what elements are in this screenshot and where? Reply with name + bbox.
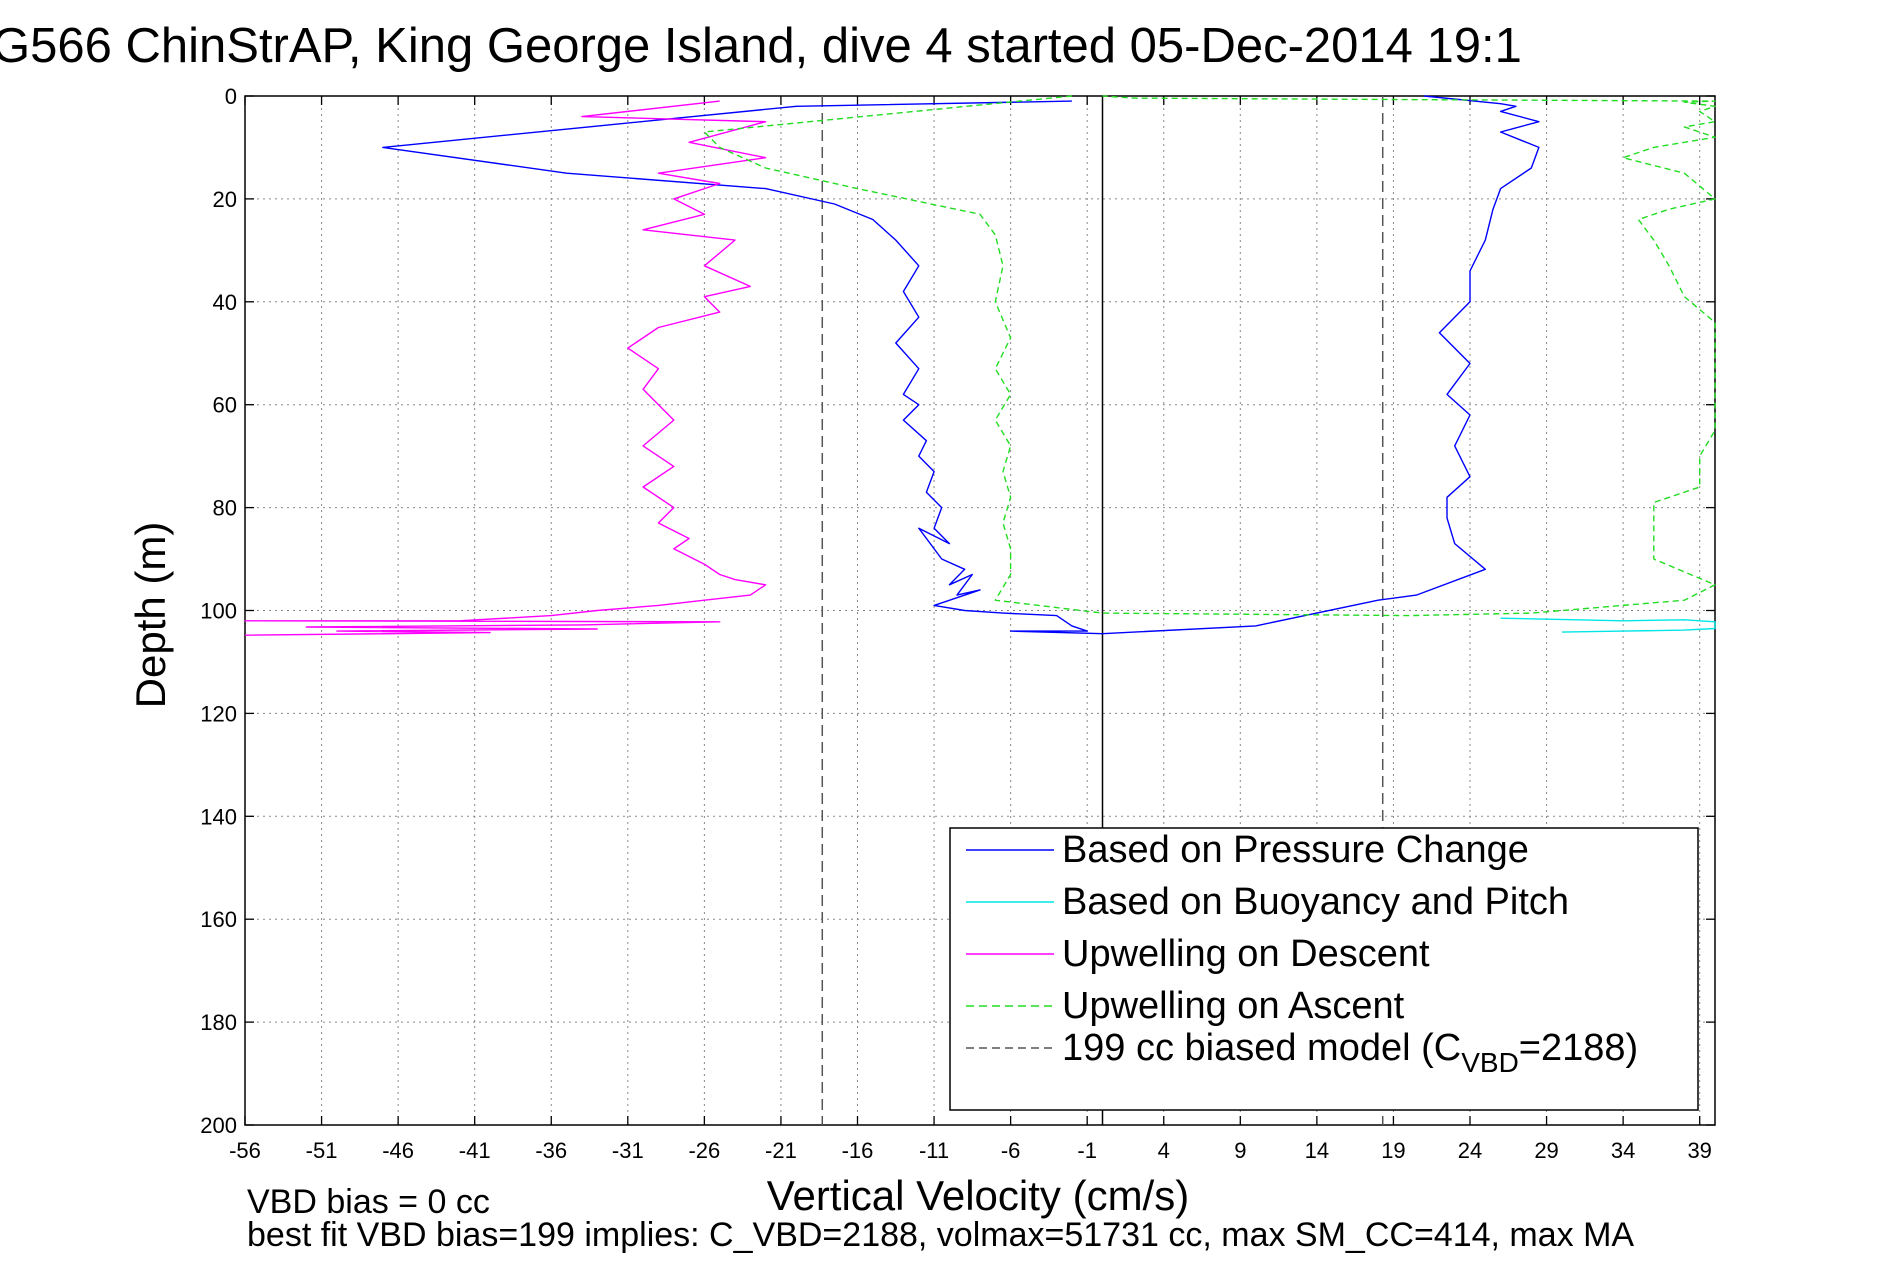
x-tick-label: 4 <box>1158 1138 1170 1163</box>
y-tick-label: 200 <box>200 1113 237 1138</box>
fit-annotation: best fit VBD bias=199 implies: C_VBD=218… <box>247 1216 1634 1254</box>
legend-label: Based on Pressure Change <box>1062 829 1529 871</box>
x-tick-label: 14 <box>1305 1138 1329 1163</box>
x-tick-label: -36 <box>535 1138 567 1163</box>
x-axis-label: Vertical Velocity (cm/s) <box>767 1172 1189 1219</box>
legend-label: Based on Buoyancy and Pitch <box>1062 881 1569 923</box>
x-tick-label: -26 <box>688 1138 720 1163</box>
y-tick-label: 100 <box>200 599 237 624</box>
legend-label: Upwelling on Ascent <box>1062 985 1405 1027</box>
y-tick-label: 0 <box>225 84 237 109</box>
x-tick-label: -41 <box>459 1138 491 1163</box>
y-tick-label: 160 <box>200 907 237 932</box>
x-tick-label: 29 <box>1534 1138 1558 1163</box>
x-tick-label: -11 <box>919 1138 949 1163</box>
y-tick-label: 40 <box>213 290 237 315</box>
series-line-2 <box>244 100 767 636</box>
x-tick-label: -1 <box>1077 1138 1097 1163</box>
x-tick-label: 34 <box>1611 1138 1635 1163</box>
y-tick-label: 20 <box>213 187 237 212</box>
axis-ticks: -56 -51 -46 -41 -36 -31 -26 -21 -16 -11 -6 -1 4 9 14 19… <box>200 84 1715 1163</box>
y-axis-label: Depth (m) <box>127 522 174 709</box>
bias-annotation: VBD bias = 0 cc <box>247 1183 490 1221</box>
legend-label: Upwelling on Descent <box>1062 933 1430 975</box>
y-tick-label: 180 <box>200 1010 237 1035</box>
x-tick-label: 19 <box>1381 1138 1405 1163</box>
series-line-0 <box>382 95 1540 635</box>
x-tick-label: -51 <box>306 1138 338 1163</box>
y-tick-label: 120 <box>200 701 237 726</box>
y-tick-label: 60 <box>213 393 237 418</box>
x-tick-label: 9 <box>1234 1138 1246 1163</box>
series-line-3 <box>703 95 1716 617</box>
legend-box <box>949 827 1699 1111</box>
x-tick-label: 24 <box>1458 1138 1482 1163</box>
x-tick-label: 39 <box>1687 1138 1711 1163</box>
x-tick-label: -21 <box>765 1138 797 1163</box>
x-tick-label: -46 <box>382 1138 414 1163</box>
series-line-1 <box>1500 617 1716 633</box>
legend-label: 199 cc biased model (CVBD=2188) <box>1062 1027 1638 1078</box>
series-group <box>244 95 1716 636</box>
y-tick-label: 80 <box>213 496 237 521</box>
legend: Based on Pressure Change Based on Buoyanc… <box>949 827 1699 1111</box>
chart-title: G566 ChinStrAP, King George Island, dive… <box>0 19 1522 73</box>
y-tick-label: 140 <box>200 804 237 829</box>
x-tick-label: -16 <box>842 1138 874 1163</box>
x-tick-label: -56 <box>229 1138 261 1163</box>
x-tick-label: -6 <box>1001 1138 1021 1163</box>
x-tick-label: -31 <box>612 1138 644 1163</box>
